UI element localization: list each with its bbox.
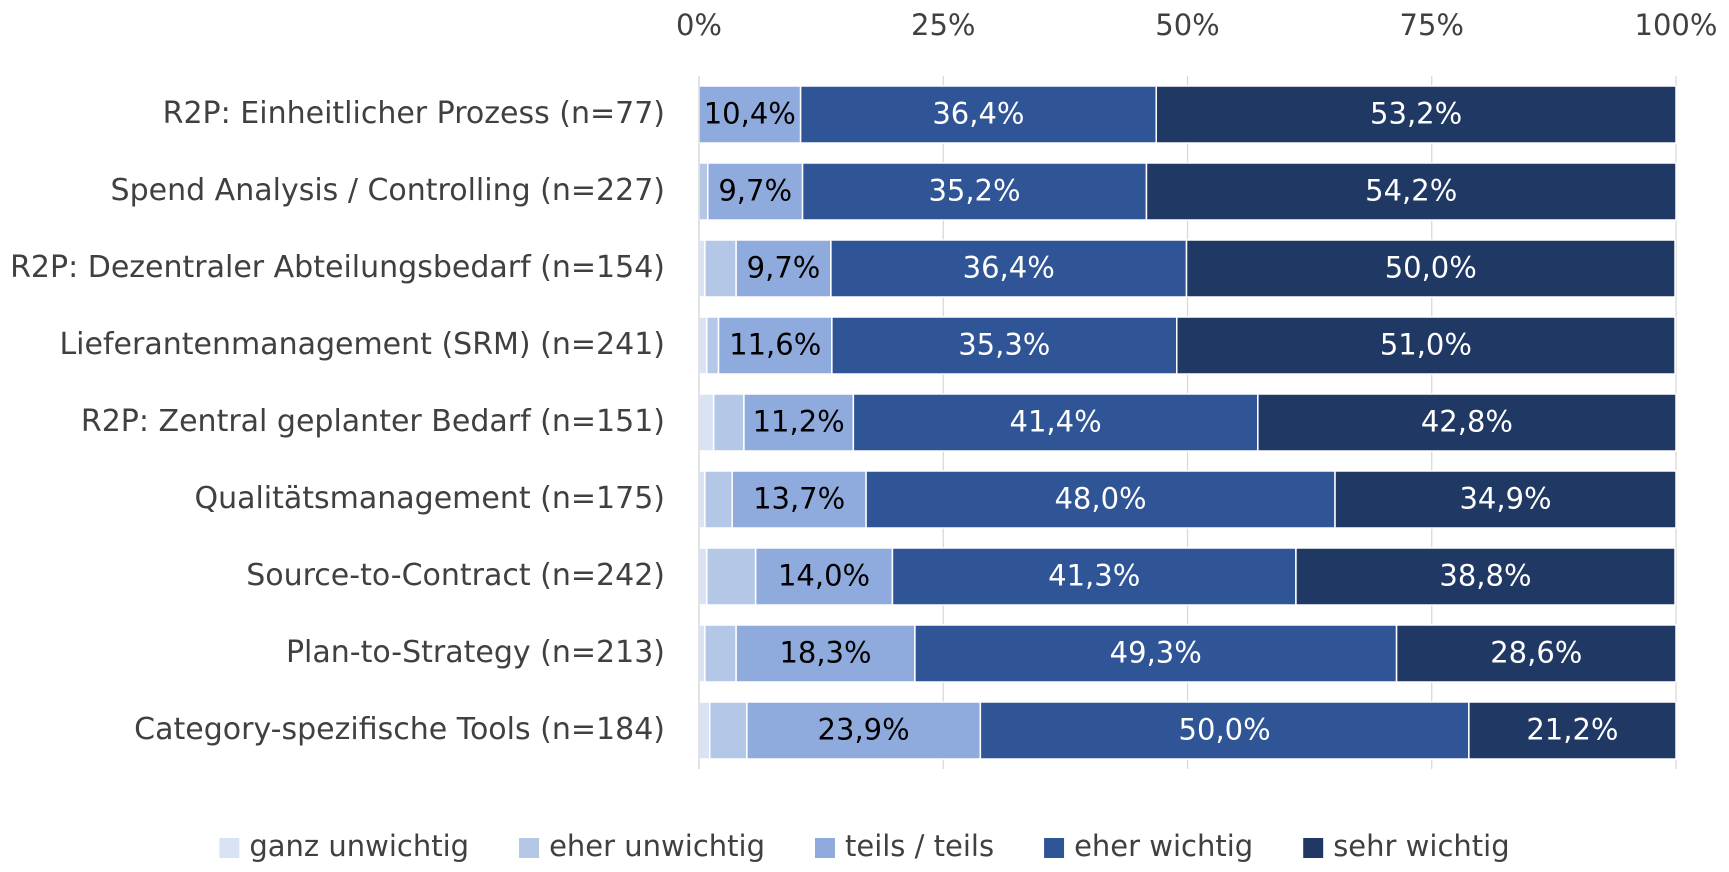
- value-label: 42,8%: [1421, 405, 1513, 439]
- category-label: Spend Analysis / Controlling (n=227): [111, 173, 665, 208]
- value-label: 13,7%: [753, 482, 845, 516]
- category-label: Qualitätsmanagement (n=175): [194, 481, 665, 516]
- bar-segment: [698, 239, 706, 298]
- bar-segment: [1334, 470, 1677, 529]
- bar-segment: [698, 162, 709, 221]
- value-label: 9,7%: [718, 174, 792, 208]
- bar-segment: [731, 470, 867, 529]
- category-label: R2P: Dezentraler Abteilungsbedarf (n=154…: [10, 250, 665, 285]
- value-label: 50,0%: [1385, 251, 1477, 285]
- bar-segment: [1185, 239, 1676, 298]
- bar-segment: [698, 393, 715, 452]
- value-label: 35,2%: [928, 174, 1020, 208]
- value-label: 36,4%: [963, 251, 1055, 285]
- value-label: 35,3%: [958, 328, 1050, 362]
- value-label: 41,4%: [1010, 405, 1102, 439]
- bar-segment: [914, 624, 1398, 683]
- bar-segment: [712, 393, 745, 452]
- bar-segment: [1395, 624, 1677, 683]
- bar-segment: [704, 239, 737, 298]
- value-label: 49,3%: [1110, 636, 1202, 670]
- legend-swatch: [1303, 838, 1324, 858]
- bar-segment: [698, 547, 708, 606]
- value-label: 51,0%: [1380, 328, 1472, 362]
- bar-segment: [698, 316, 708, 375]
- bar-segment: [1145, 162, 1677, 221]
- value-label: 38,8%: [1439, 559, 1531, 593]
- legend-swatch: [1044, 838, 1065, 858]
- category-label: Source-to-Contract (n=242): [246, 558, 665, 593]
- value-label: 48,0%: [1054, 482, 1146, 516]
- legend-label: ganz unwichtig: [249, 829, 469, 863]
- bar-segment: [735, 239, 832, 298]
- value-label: 18,3%: [779, 636, 871, 670]
- value-label: 9,7%: [747, 251, 821, 285]
- value-label: 50,0%: [1179, 713, 1271, 747]
- bar-segment: [698, 85, 802, 144]
- bar-segment: [1295, 547, 1676, 606]
- legend-label: eher unwichtig: [549, 829, 765, 863]
- bar-segment: [746, 701, 982, 760]
- x-tick-label: 50%: [1155, 8, 1219, 42]
- bar-segment: [865, 470, 1336, 529]
- bar-segment: [735, 624, 916, 683]
- category-label: Category-spezifische Tools (n=184): [134, 712, 665, 747]
- value-label: 34,9%: [1459, 482, 1551, 516]
- category-label: R2P: Einheitlicher Prozess (n=77): [163, 96, 665, 131]
- value-label: 23,9%: [818, 713, 910, 747]
- category-label: Lieferantenmanagement (SRM) (n=241): [59, 327, 665, 362]
- bar-segment: [1257, 393, 1677, 452]
- value-label: 54,2%: [1365, 174, 1457, 208]
- bar-segment: [706, 316, 720, 375]
- bar-segment: [831, 316, 1178, 375]
- value-label: 11,6%: [729, 328, 821, 362]
- value-label: 10,4%: [704, 97, 796, 131]
- x-tick-label: 100%: [1635, 8, 1718, 42]
- legend-swatch: [219, 838, 240, 858]
- bar-segment: [706, 547, 757, 606]
- value-label: 14,0%: [778, 559, 870, 593]
- x-tick-label: 75%: [1400, 8, 1464, 42]
- bar-segment: [698, 624, 706, 683]
- bar-segment: [698, 470, 706, 529]
- bar-segment: [743, 393, 855, 452]
- x-tick-label: 0%: [676, 8, 722, 42]
- category-label: Plan-to-Strategy (n=213): [286, 635, 665, 670]
- bar-segment: [708, 701, 748, 760]
- value-label: 36,4%: [932, 97, 1024, 131]
- bar-segment: [704, 624, 737, 683]
- value-label: 21,2%: [1526, 713, 1618, 747]
- value-label: 41,3%: [1048, 559, 1140, 593]
- value-label: 28,6%: [1490, 636, 1582, 670]
- bar-segment: [891, 547, 1297, 606]
- bar-segment: [799, 85, 1157, 144]
- bar-segment: [1176, 316, 1676, 375]
- legend-swatch: [814, 838, 835, 858]
- bar-segment: [1155, 85, 1677, 144]
- category-label: R2P: Zentral geplanter Bedarf (n=151): [81, 404, 665, 439]
- bar-segment: [979, 701, 1470, 760]
- value-label: 11,2%: [753, 405, 845, 439]
- bar-segment: [1468, 701, 1677, 760]
- legend-label: eher wichtig: [1074, 829, 1253, 863]
- bar-segment: [801, 162, 1148, 221]
- bar-segment: [754, 547, 894, 606]
- bar-segment: [698, 701, 711, 760]
- x-tick-label: 25%: [911, 8, 975, 42]
- bar-segment: [704, 470, 733, 529]
- legend-label: sehr wichtig: [1333, 829, 1509, 863]
- legend-swatch: [519, 838, 540, 858]
- value-label: 53,2%: [1370, 97, 1462, 131]
- legend-label: teils / teils: [845, 829, 994, 863]
